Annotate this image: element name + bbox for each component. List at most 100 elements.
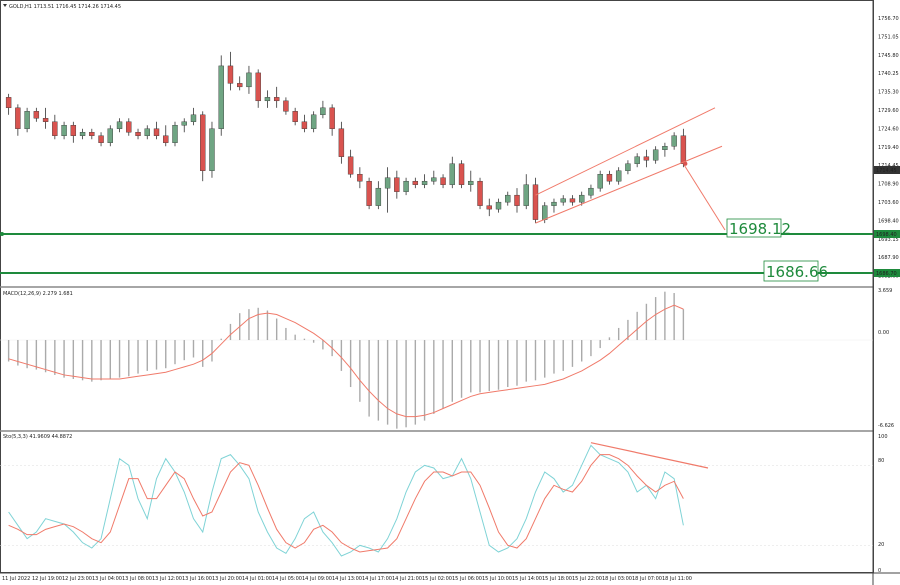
bull-candle[interactable]: [144, 128, 150, 136]
bear-candle[interactable]: [255, 72, 261, 102]
channel-upper-line[interactable]: [535, 107, 716, 196]
bear-candle[interactable]: [569, 198, 576, 203]
bull-candle[interactable]: [79, 132, 86, 136]
bull-candle[interactable]: [61, 125, 67, 136]
bear-candle[interactable]: [680, 135, 687, 164]
time-tick-label: 13 Jul 04:00: [92, 576, 122, 582]
bear-candle[interactable]: [532, 184, 539, 220]
bear-candle[interactable]: [33, 111, 40, 119]
bear-candle[interactable]: [237, 83, 243, 88]
bear-candle[interactable]: [163, 135, 169, 143]
level-label-box: [763, 260, 819, 282]
price-tick-label: 1724.60: [878, 126, 899, 132]
menu-arrow-icon[interactable]: [3, 4, 7, 7]
bull-candle[interactable]: [505, 194, 511, 203]
bull-candle[interactable]: [384, 177, 391, 189]
bull-candle[interactable]: [107, 128, 113, 143]
bear-candle[interactable]: [477, 180, 483, 206]
bull-candle[interactable]: [172, 125, 178, 143]
bull-candle[interactable]: [662, 146, 668, 150]
bull-candle[interactable]: [588, 187, 594, 196]
bull-candle[interactable]: [246, 72, 252, 88]
bear-candle[interactable]: [70, 125, 77, 136]
bear-candle[interactable]: [5, 97, 12, 109]
bull-candle[interactable]: [495, 201, 502, 210]
bear-candle[interactable]: [273, 97, 280, 102]
bull-candle[interactable]: [523, 184, 529, 206]
symbol-header: GOLD,H1 1713.51 1716.45 1714.26 1714.45: [9, 4, 121, 10]
bull-candle[interactable]: [116, 121, 123, 129]
bear-candle[interactable]: [153, 128, 160, 136]
time-tick-label: 14 Jul 09:00: [302, 576, 332, 582]
level-label-box: [726, 218, 782, 238]
bear-candle[interactable]: [366, 180, 372, 206]
bear-candle[interactable]: [52, 121, 58, 136]
price-tick-label: 1751.05: [878, 34, 899, 40]
bull-candle[interactable]: [218, 65, 224, 129]
level-anchor-icon[interactable]: [0, 232, 4, 236]
time-tick-label: 14 Jul 01:00: [242, 576, 272, 582]
time-tick-label: 13 Jul 16:00: [182, 576, 212, 582]
bear-candle[interactable]: [357, 173, 363, 182]
bull-candle[interactable]: [24, 111, 30, 129]
bull-candle[interactable]: [403, 180, 409, 192]
bull-candle[interactable]: [615, 170, 622, 182]
price-tick-label: 1698.40: [878, 218, 899, 224]
price-marker-label: 1686.70: [876, 271, 897, 277]
bull-candle[interactable]: [310, 114, 317, 129]
bear-candle[interactable]: [89, 132, 95, 136]
bear-candle[interactable]: [458, 163, 465, 185]
bear-candle[interactable]: [292, 111, 298, 122]
bull-candle[interactable]: [181, 121, 187, 126]
bear-candle[interactable]: [338, 128, 345, 157]
bear-candle[interactable]: [135, 132, 141, 136]
bear-candle[interactable]: [394, 177, 400, 192]
bear-candle[interactable]: [200, 114, 206, 171]
bull-candle[interactable]: [209, 128, 215, 171]
bull-candle[interactable]: [560, 198, 566, 203]
bull-candle[interactable]: [449, 163, 455, 185]
bull-candle[interactable]: [264, 97, 271, 102]
bear-candle[interactable]: [301, 121, 308, 129]
bear-candle[interactable]: [643, 156, 650, 161]
level-label-1686: 1686.66: [766, 263, 828, 281]
bull-candle[interactable]: [579, 194, 585, 203]
bear-candle[interactable]: [606, 173, 613, 182]
bear-candle[interactable]: [329, 107, 335, 129]
bull-candle[interactable]: [320, 107, 326, 116]
price-marker: [874, 166, 900, 174]
bear-candle[interactable]: [486, 205, 492, 210]
bear-candle[interactable]: [15, 107, 21, 129]
bull-candle[interactable]: [431, 177, 437, 182]
bear-candle[interactable]: [42, 118, 49, 122]
bear-candle[interactable]: [98, 135, 104, 143]
bear-candle[interactable]: [514, 194, 520, 206]
bull-candle[interactable]: [542, 205, 548, 220]
bull-candle[interactable]: [625, 163, 631, 171]
bull-candle[interactable]: [421, 180, 428, 185]
bull-candle[interactable]: [375, 187, 382, 206]
bull-candle[interactable]: [597, 173, 603, 189]
price-tick-label: 1740.25: [878, 71, 899, 77]
bear-candle[interactable]: [440, 177, 446, 185]
bull-candle[interactable]: [468, 180, 474, 185]
level-label-1698: 1698.12: [729, 220, 791, 238]
bull-candle[interactable]: [652, 149, 659, 161]
channel-lower-line[interactable]: [535, 145, 723, 224]
bull-candle[interactable]: [634, 156, 640, 164]
bull-candle[interactable]: [190, 114, 197, 122]
time-tick-label: 13 Jul 12:00: [152, 576, 182, 582]
bull-candle[interactable]: [551, 201, 557, 206]
stoch-divergence-line[interactable]: [590, 442, 709, 469]
stoch-tick-label: 20: [878, 542, 884, 548]
bear-candle[interactable]: [227, 65, 234, 84]
stoch-tick-label: 0: [878, 568, 881, 574]
projection-arrow-line[interactable]: [682, 163, 726, 231]
bull-candle[interactable]: [671, 135, 677, 147]
time-tick-label: 14 Jul 13:00: [332, 576, 362, 582]
bear-candle[interactable]: [283, 100, 289, 112]
bear-candle[interactable]: [347, 156, 354, 175]
bear-candle[interactable]: [412, 180, 419, 185]
bear-candle[interactable]: [126, 121, 132, 133]
